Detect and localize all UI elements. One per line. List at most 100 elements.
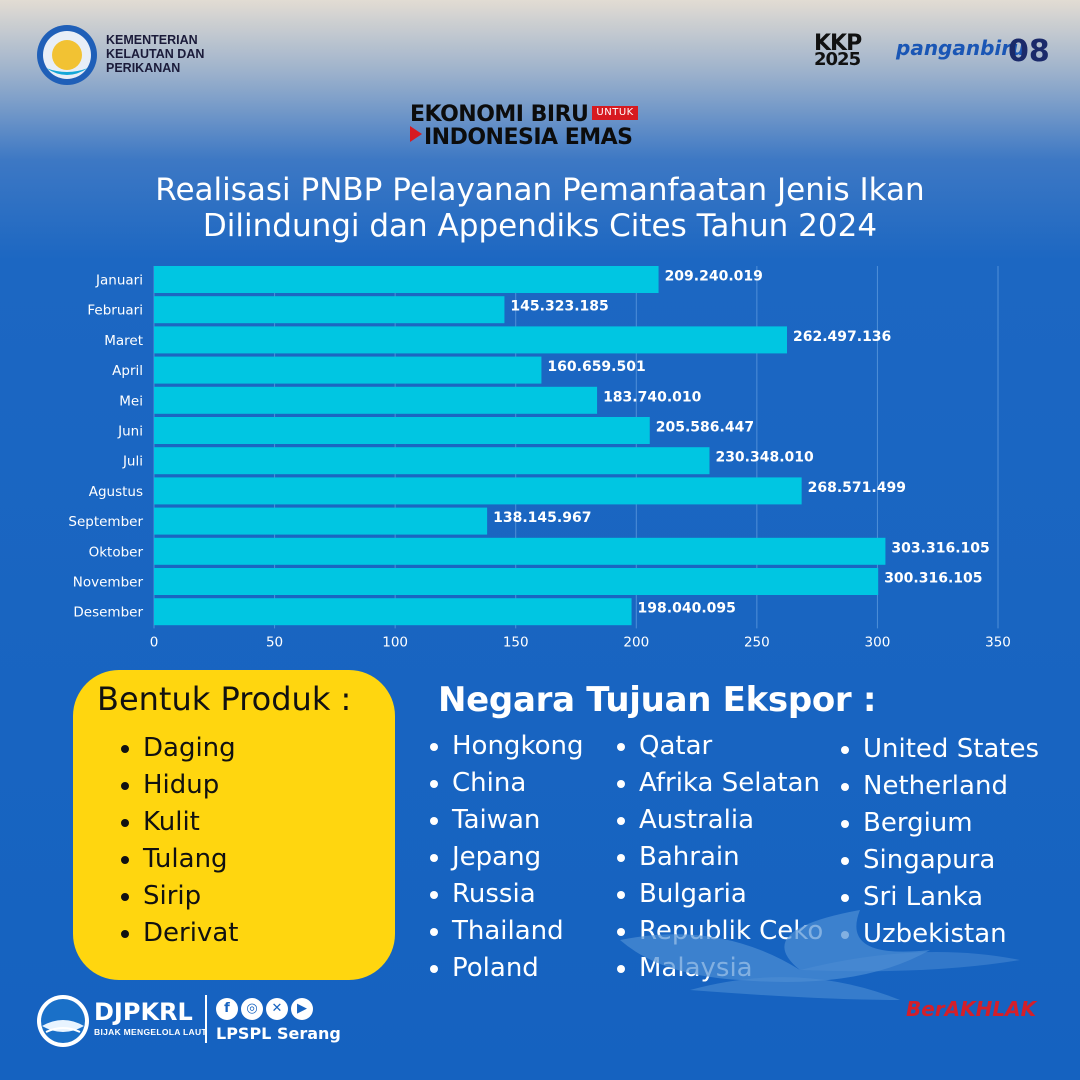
x-tick-label: 150 [503, 634, 529, 650]
kkp-2025-logo: KKP 2025 [814, 31, 862, 70]
kkp-2025-line-1: KKP [814, 31, 862, 56]
bar [154, 598, 632, 626]
category-label: Mei [119, 393, 143, 409]
country-item: Hongkong [452, 728, 583, 765]
category-label: Agustus [89, 484, 143, 500]
value-label: 160.659.501 [547, 359, 645, 375]
country-item: Bulgaria [639, 876, 823, 913]
country-item: Uzbekistan [863, 916, 1039, 953]
x-tick-label: 350 [985, 634, 1011, 650]
country-item: Poland [452, 950, 583, 987]
category-label: Juli [122, 454, 143, 470]
x-tick-label: 300 [865, 634, 891, 650]
chart-x-ticks: 0 50 100 150 200 250 300 350 [150, 634, 1011, 650]
value-label: 145.323.185 [510, 299, 608, 315]
product-list: DagingHidupKulitTulangSiripDerivat [103, 730, 238, 952]
category-label: Maret [104, 333, 143, 349]
country-item: China [452, 765, 583, 802]
value-label: 198.040.095 [638, 601, 736, 617]
country-item: Sri Lanka [863, 879, 1039, 916]
product-item: Sirip [143, 878, 238, 915]
country-item: Afrika Selatan [639, 765, 823, 802]
tagline-line-1: EKONOMI BIRU [410, 102, 589, 127]
kkp-logo [37, 25, 97, 85]
chart-title-line-1: Realisasi PNBP Pelayanan Pemanfaatan Jen… [155, 172, 925, 208]
bar [154, 417, 650, 444]
category-label: Juni [117, 424, 143, 440]
product-title: Bentuk Produk : [97, 680, 352, 718]
value-label: 138.145.967 [493, 510, 591, 526]
product-item: Daging [143, 730, 238, 767]
country-item: Netherland [863, 768, 1039, 805]
export-destination-title: Negara Tujuan Ekspor : [438, 680, 877, 720]
bar [154, 477, 802, 505]
kkp-2025-line-2: 2025 [814, 49, 861, 70]
chart-title-line-2: Dilindungi dan Appendiks Cites Tahun 202… [202, 208, 878, 244]
bar [154, 447, 710, 475]
country-list-2: QatarAfrika SelatanAustraliaBahrainBulga… [611, 728, 823, 987]
instagram-icon[interactable]: ◎ [241, 998, 263, 1020]
bar [154, 568, 879, 595]
x-tick-label: 50 [266, 634, 283, 650]
ministry-line-1: KEMENTERIAN [106, 33, 198, 47]
djpkrl-logo [37, 995, 89, 1047]
category-label: Desember [73, 605, 143, 621]
wave-decoration [620, 910, 1020, 1000]
bar [154, 266, 659, 293]
red-triangle-icon [410, 126, 422, 142]
country-item: Bergium [863, 805, 1039, 842]
value-label: 230.348.010 [715, 450, 814, 466]
footer-divider [205, 995, 207, 1043]
product-item: Derivat [143, 915, 238, 952]
category-label: Januari [95, 273, 143, 289]
chart-bars [154, 266, 886, 626]
category-label: September [68, 514, 143, 530]
product-item: Tulang [143, 841, 238, 878]
x-tick-label: 0 [150, 634, 159, 650]
country-item: Qatar [639, 728, 823, 765]
country-item: Russia [452, 876, 583, 913]
value-label: 303.316.105 [891, 540, 989, 556]
tagline-untuk-badge: UNTUK [592, 106, 638, 120]
bar-chart: Januari Februari Maret April Mei Juni Juli Agus… [68, 266, 1011, 650]
berakhlak-logo: BerAKHLAK [906, 997, 1037, 1021]
ekonomi-biru-tagline: EKONOMI BIRU UNTUK INDONESIA EMAS [410, 104, 672, 149]
value-label: 262.497.136 [793, 329, 891, 345]
country-item: Australia [639, 802, 823, 839]
product-box: Bentuk Produk : DagingHidupKulitTulangSi… [73, 670, 395, 980]
country-item: Jepang [452, 839, 583, 876]
bar [154, 537, 886, 565]
value-label: 205.586.447 [656, 420, 754, 436]
x-icon[interactable]: ✕ [266, 998, 288, 1020]
category-label: Oktober [89, 544, 144, 560]
value-label: 300.316.105 [884, 571, 982, 587]
youtube-icon[interactable]: ▶ [291, 998, 313, 1020]
panganbiru-logo: panganbiru [896, 36, 1026, 60]
country-item: Thailand [452, 913, 583, 950]
bar [154, 326, 787, 354]
bar [154, 386, 598, 414]
value-label: 268.571.499 [808, 480, 906, 496]
lpspl-name: LPSPL Serang [216, 1024, 341, 1043]
chart-categories: Januari Februari Maret April Mei Juni Juli Agus… [68, 273, 143, 621]
x-tick-label: 200 [623, 634, 649, 650]
djpkrl-name: DJPKRL [94, 998, 193, 1026]
ministry-name: KEMENTERIAN KELAUTAN DAN PERIKANAN [106, 33, 246, 75]
product-item: Hidup [143, 767, 238, 804]
value-label: 209.240.019 [665, 269, 763, 285]
tagline-line-2: INDONESIA EMAS [424, 125, 633, 150]
chart-title: Realisasi PNBP Pelayanan Pemanfaatan Jen… [0, 172, 1080, 244]
product-item: Kulit [143, 804, 238, 841]
country-item: United States [863, 731, 1039, 768]
ministry-line-2: KELAUTAN DAN [106, 47, 205, 61]
logo-08: 08 [1008, 34, 1050, 69]
bar [154, 356, 542, 384]
country-list-3: United StatesNetherlandBergiumSingapuraS… [835, 731, 1039, 953]
ministry-line-3: PERIKANAN [106, 61, 181, 75]
bar [154, 507, 488, 535]
value-label: 183.740.010 [603, 389, 702, 405]
chart-value-labels: 209.240.019 145.323.185 262.497.136 160.659… [493, 269, 990, 617]
category-label: Februari [87, 303, 143, 319]
country-item: Taiwan [452, 802, 583, 839]
facebook-icon[interactable]: f [216, 998, 238, 1020]
